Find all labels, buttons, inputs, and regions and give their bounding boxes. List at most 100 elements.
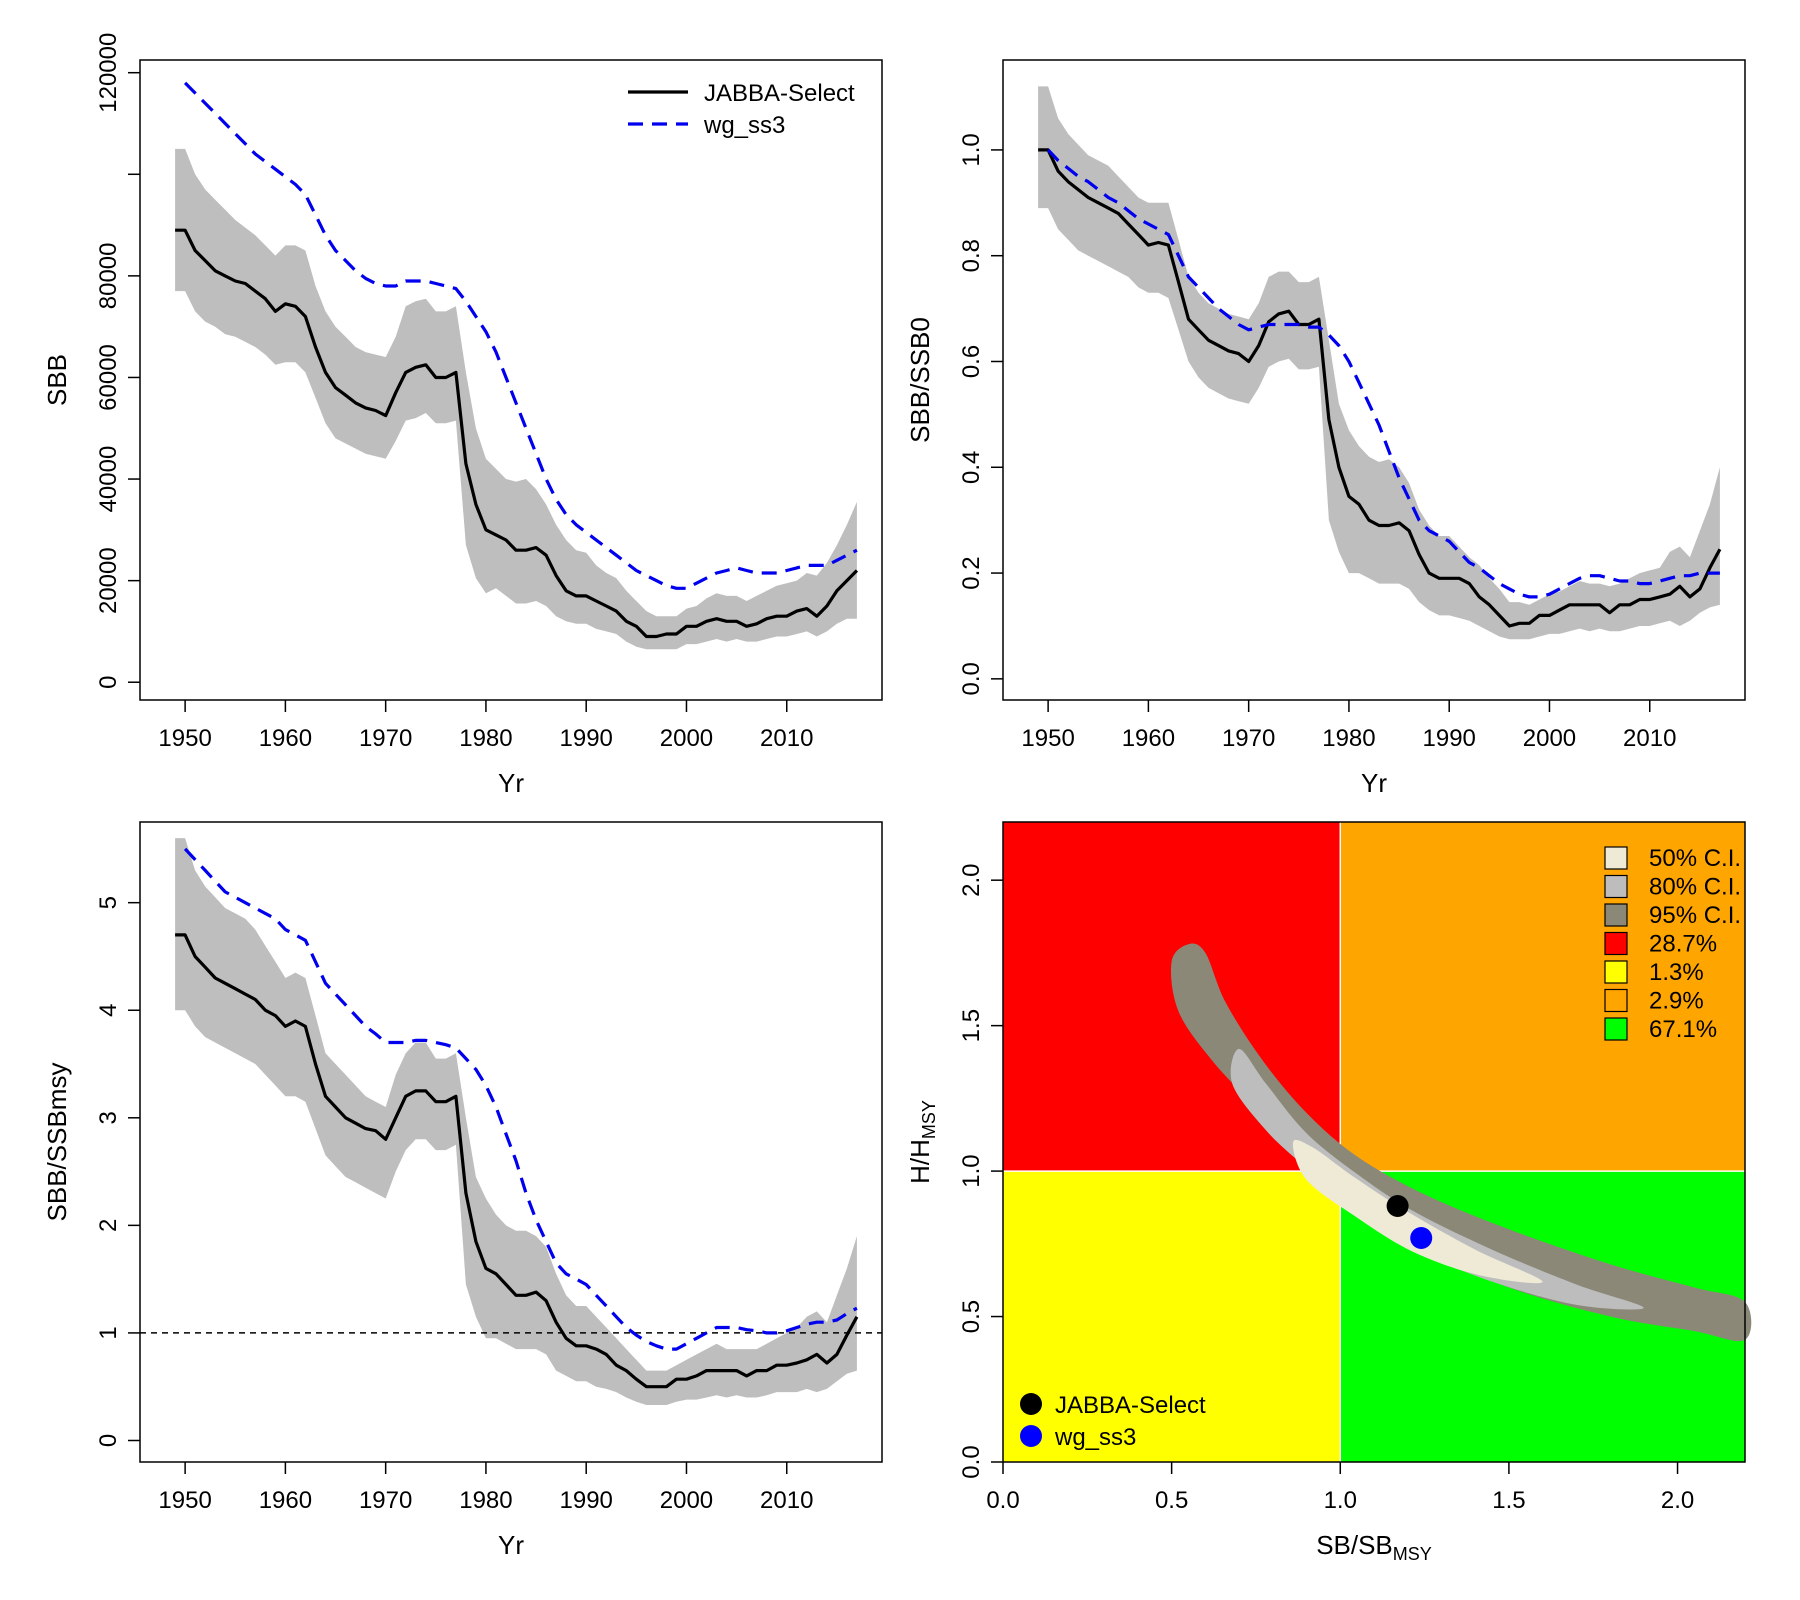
- ssb0-x-tick-label: 1970: [1222, 725, 1275, 752]
- sbb-y-tick-label: 120000: [95, 33, 122, 113]
- ssb0-x-tick-label: 1950: [1021, 725, 1074, 752]
- kobe-legend-swatch: [1604, 874, 1628, 899]
- ssb0-x-tick-label: 2010: [1623, 725, 1676, 752]
- sbb-y-tick-label: 40000: [95, 446, 122, 513]
- kobe-legend-label: 28.7%: [1649, 931, 1717, 958]
- sbb-legend-label-jabba: JABBA-Select: [704, 80, 855, 107]
- kobe-y-axis-title-sub: MSY: [919, 1100, 939, 1139]
- ssb0-y-tick-label: 0.2: [958, 556, 985, 589]
- panel-sbb: 1950 1960 1970 1980 1990 2000 2010 0 20000 40000…: [42, 33, 883, 798]
- ssbmsy-line-jabba: [175, 933, 859, 1389]
- ssb0-y-tick-label: 0.4: [958, 451, 985, 484]
- ssbmsy-x-tick-label: 2010: [760, 1487, 813, 1514]
- sbb-x-axis-title: Yr: [498, 768, 524, 798]
- ssbmsy-x-tick-label: 1990: [560, 1487, 613, 1514]
- ssbmsy-ci-band: [175, 838, 857, 1405]
- sbb-x-tick-label: 1970: [359, 725, 412, 752]
- kobe-ci-legend: 50% C.I.80% C.I.95% C.I.28.7%1.3%2.9%67.…: [1604, 845, 1741, 1043]
- ssb0-series: [1038, 148, 1722, 628]
- ssbmsy-y-axis: 0 1 2 3 4 5: [95, 896, 140, 1447]
- ssbmsy-x-tick-label: 1980: [459, 1487, 512, 1514]
- ssb0-x-tick-label: 1960: [1122, 725, 1175, 752]
- kobe-contour-50: [1292, 1139, 1543, 1284]
- ssbmsy-y-tick-label: 4: [95, 1004, 122, 1017]
- sbb-line-jabba: [175, 228, 859, 639]
- ssbmsy-x-tick-label: 1950: [158, 1487, 211, 1514]
- ssb0-x-tick-label: 2000: [1523, 725, 1576, 752]
- kobe-x-tick-label: 0.5: [1155, 1487, 1188, 1514]
- ssb0-y-tick-label: 0.0: [958, 662, 985, 695]
- sbb-x-axis: 1950 1960 1970 1980 1990 2000 2010: [158, 700, 813, 752]
- kobe-y-tick-label: 2.0: [958, 863, 985, 896]
- kobe-y-axis-title: H/HMSY: [905, 1100, 939, 1184]
- kobe-x-axis-title-sub: MSY: [1393, 1544, 1432, 1564]
- ssb0-plot-frame: [1002, 59, 1746, 701]
- sbb-y-tick-label: 20000: [95, 547, 122, 614]
- sbb-x-tick-label: 2000: [660, 725, 713, 752]
- sbb-x-tick-label: 1960: [259, 725, 312, 752]
- sbb-x-tick-label: 1990: [560, 725, 613, 752]
- kobe-legend-swatch: [1604, 846, 1628, 870]
- ssbmsy-x-axis: 1950 1960 1970 1980 1990 2000 2010: [158, 1462, 813, 1514]
- ssbmsy-plot-frame: [139, 821, 883, 1463]
- sbb-legend: JABBA-Select wg_ss3: [628, 80, 855, 139]
- kobe-y-tick-label: 0.0: [958, 1445, 985, 1478]
- kobe-legend-point-swatch: [1020, 1425, 1042, 1447]
- kobe-y-tick-label: 1.5: [958, 1009, 985, 1042]
- kobe-points: [1386, 1195, 1433, 1249]
- kobe-plot-frame: [1002, 821, 1746, 1463]
- ssbmsy-x-tick-label: 1970: [359, 1487, 412, 1514]
- sbb-y-tick-label: 80000: [95, 242, 122, 309]
- ssb0-x-tick-label: 1980: [1322, 725, 1375, 752]
- kobe-point-jabba: [1386, 1195, 1409, 1217]
- kobe-x-tick-label: 0.0: [986, 1487, 1019, 1514]
- ssb0-y-tick-label: 0.8: [958, 239, 985, 272]
- ssbmsy-line-ss3: [183, 847, 858, 1351]
- kobe-legend-swatch: [1604, 988, 1628, 1013]
- ssb0-x-axis: 1950 1960 1970 1980 1990 2000 2010: [1021, 700, 1676, 752]
- ssb0-y-axis: 0.0 0.2 0.4 0.6 0.8 1.0: [958, 133, 1003, 696]
- kobe-x-tick-label: 1.5: [1492, 1487, 1525, 1514]
- kobe-legend-point-label: JABBA-Select: [1055, 1392, 1206, 1419]
- ssbmsy-y-tick-label: 2: [95, 1219, 122, 1232]
- ssb0-x-axis-title: Yr: [1361, 768, 1387, 798]
- ssbmsy-x-tick-label: 2000: [660, 1487, 713, 1514]
- kobe-legend-swatch: [1604, 931, 1628, 956]
- kobe-x-tick-label: 1.0: [1324, 1487, 1357, 1514]
- kobe-x-tick-label: 2.0: [1661, 1487, 1694, 1514]
- sbb-series: [175, 81, 859, 639]
- ssbmsy-x-axis-title: Yr: [498, 1530, 524, 1560]
- ssb0-y-axis-title: SBB/SSB0: [905, 317, 935, 443]
- sbb-x-tick-label: 1980: [459, 725, 512, 752]
- kobe-contours: [1170, 943, 1752, 1342]
- ssb0-x-tick-label: 1990: [1423, 725, 1476, 752]
- panel-sbb-ssbmsy: 1950 1960 1970 1980 1990 2000 2010 0 1 2 3 4 5 Yr S…: [42, 821, 883, 1560]
- sbb-legend-label-ss3: wg_ss3: [703, 112, 785, 139]
- kobe-y-tick-label: 1.0: [958, 1154, 985, 1187]
- ssbmsy-y-tick-label: 3: [95, 1111, 122, 1124]
- kobe-quadrant-overfished-no-overfishing: [1003, 1171, 1341, 1462]
- kobe-legend-label: 80% C.I.: [1649, 874, 1741, 901]
- kobe-legend-point-label: wg_ss3: [1054, 1424, 1136, 1451]
- kobe-y-axis: 0.0 0.5 1.0 1.5 2.0: [958, 863, 1003, 1479]
- kobe-legend-swatch: [1604, 903, 1628, 927]
- panel-sbb-ssb0: 1950 1960 1970 1980 1990 2000 2010 0.0 0.2 0.4 0.…: [905, 59, 1746, 798]
- kobe-point-ss3: [1410, 1227, 1433, 1249]
- kobe-legend-label: 1.3%: [1649, 959, 1704, 986]
- sbb-y-axis-title: SBB: [42, 354, 72, 406]
- ssbmsy-y-axis-title: SBB/SSBmsy: [42, 1063, 72, 1222]
- ssbmsy-y-tick-label: 1: [95, 1326, 122, 1339]
- kobe-x-axis: 0.0 0.5 1.0 1.5 2.0: [986, 1462, 1694, 1514]
- kobe-quadrants: [1003, 822, 1745, 1462]
- sbb-y-tick-label: 60000: [95, 344, 122, 411]
- sbb-line-ss3: [183, 81, 858, 590]
- ssbmsy-ci-band-area: [175, 838, 857, 1405]
- kobe-legend-label: 50% C.I.: [1649, 845, 1741, 872]
- kobe-y-tick-label: 0.5: [958, 1300, 985, 1333]
- ssbmsy-series: [175, 847, 859, 1389]
- kobe-x-axis-title: SB/SBMSY: [1316, 1530, 1432, 1564]
- ssb0-y-tick-label: 0.6: [958, 345, 985, 378]
- kobe-y-axis-title-main: H/H: [905, 1139, 935, 1184]
- kobe-legend-swatch: [1604, 1017, 1628, 1041]
